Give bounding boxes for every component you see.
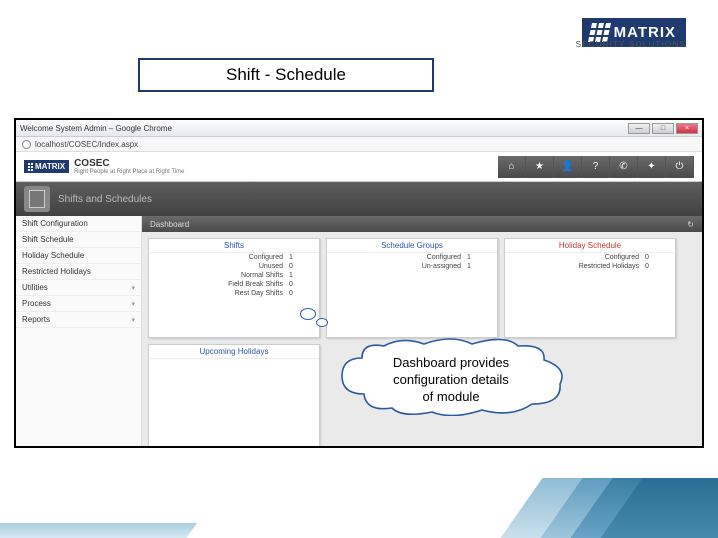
- power-icon[interactable]: ⏻: [666, 156, 694, 178]
- breadcrumb: Dashboard: [150, 220, 189, 229]
- app-brand-name: MATRIX: [35, 162, 65, 171]
- home-icon[interactable]: ⌂: [498, 156, 526, 178]
- stat-value: 1: [289, 272, 301, 279]
- sidebar-item-shift-configuration[interactable]: Shift Configuration: [16, 216, 141, 232]
- stat-value: 1: [289, 254, 301, 261]
- slide-title: Shift - Schedule: [138, 58, 434, 92]
- sidebar-item-holiday-schedule[interactable]: Holiday Schedule: [16, 248, 141, 264]
- panel-title: Shifts: [149, 239, 319, 253]
- panel-shifts: Shifts Configured1 Unused0 Normal Shifts…: [148, 238, 320, 338]
- stat-value: 0: [289, 281, 301, 288]
- sidebar-item-shift-schedule[interactable]: Shift Schedule: [16, 232, 141, 248]
- stat-value: 1: [467, 254, 479, 261]
- callout-line: Dashboard provides: [332, 354, 570, 371]
- window-minimize-button[interactable]: —: [628, 123, 650, 134]
- bell-icon[interactable]: ✦: [638, 156, 666, 178]
- sidebar-item-label: Shift Schedule: [22, 235, 74, 244]
- header-toolbar: ⌂ ★ 👤 ? ✆ ✦ ⏻: [498, 156, 694, 178]
- stat-value: 1: [467, 263, 479, 270]
- window-titlebar: Welcome System Admin – Google Chrome — □…: [16, 120, 702, 137]
- sidebar-item-label: Utilities: [22, 283, 48, 292]
- panel-schedule-groups: Schedule Groups Configured1 Un-assigned1: [326, 238, 498, 338]
- panel-title: Schedule Groups: [327, 239, 497, 253]
- callout-line: of module: [332, 388, 570, 405]
- decorative-stripe-bottom-right: [438, 478, 718, 538]
- stat-value: 0: [289, 290, 301, 297]
- brand-tagline: SECURITY SOLUTIONS: [576, 40, 686, 49]
- sidebar-item-label: Holiday Schedule: [22, 251, 84, 260]
- callout-bubble: [316, 318, 328, 327]
- sidebar-item-label: Process: [22, 299, 51, 308]
- app-logo: MATRIX: [24, 160, 69, 173]
- callout-line: configuration details: [332, 371, 570, 388]
- stat-label: Field Break Shifts: [179, 281, 289, 288]
- decorative-stripe-top-left: [0, 0, 220, 40]
- stat-label: Restricted Holidays: [535, 263, 645, 270]
- product-slogan: Right People at Right Place at Right Tim…: [74, 169, 184, 175]
- window-title: Welcome System Admin – Google Chrome: [20, 124, 172, 133]
- stat-label: Configured: [357, 254, 467, 261]
- breadcrumb-bar: Dashboard ↻: [142, 216, 702, 232]
- module-title: Shifts and Schedules: [58, 194, 152, 205]
- stat-label: Rest Day Shifts: [179, 290, 289, 297]
- sidebar-item-restricted-holidays[interactable]: Restricted Holidays: [16, 264, 141, 280]
- app-header: MATRIX COSEC Right People at Right Place…: [16, 152, 702, 182]
- phone-icon[interactable]: ✆: [610, 156, 638, 178]
- window-close-button[interactable]: ×: [676, 123, 698, 134]
- panel-upcoming-holidays: Upcoming Holidays: [148, 344, 320, 448]
- user-icon[interactable]: 👤: [554, 156, 582, 178]
- sidebar-item-process[interactable]: Process ▾: [16, 296, 141, 312]
- stat-label: Configured: [179, 254, 289, 261]
- callout-bubble: [300, 308, 316, 320]
- sidebar: Shift Configuration Shift Schedule Holid…: [16, 216, 142, 446]
- stat-label: Unused: [179, 263, 289, 270]
- panel-title: Upcoming Holidays: [149, 345, 319, 359]
- star-icon[interactable]: ★: [526, 156, 554, 178]
- stat-label: Configured: [535, 254, 645, 261]
- panel-holiday-schedule: Holiday Schedule Configured0 Restricted …: [504, 238, 676, 338]
- sidebar-item-label: Reports: [22, 315, 50, 324]
- chevron-down-icon: ▾: [131, 284, 135, 292]
- callout-cloud: Dashboard provides configuration details…: [332, 338, 570, 416]
- chevron-down-icon: ▾: [131, 316, 135, 324]
- refresh-icon[interactable]: ↻: [687, 220, 694, 229]
- sidebar-item-label: Shift Configuration: [22, 219, 88, 228]
- stat-value: 0: [645, 263, 657, 270]
- globe-icon: [22, 140, 31, 149]
- sidebar-item-reports[interactable]: Reports ▾: [16, 312, 141, 328]
- stat-value: 0: [645, 254, 657, 261]
- brand-name: MATRIX: [614, 24, 676, 41]
- window-maximize-button[interactable]: □: [652, 123, 674, 134]
- sidebar-item-utilities[interactable]: Utilities ▾: [16, 280, 141, 296]
- panel-title: Holiday Schedule: [505, 239, 675, 253]
- chevron-down-icon: ▾: [131, 300, 135, 308]
- stat-label: Un-assigned: [357, 263, 467, 270]
- stat-label: Normal Shifts: [179, 272, 289, 279]
- address-bar[interactable]: localhost/COSEC/Index.aspx: [16, 137, 702, 152]
- module-icon: [24, 186, 50, 212]
- decorative-stripe-bottom-left: [0, 508, 200, 538]
- url-text: localhost/COSEC/Index.aspx: [35, 140, 138, 149]
- product-name: COSEC: [74, 158, 184, 169]
- stat-value: 0: [289, 263, 301, 270]
- module-bar: Shifts and Schedules: [16, 182, 702, 216]
- help-icon[interactable]: ?: [582, 156, 610, 178]
- sidebar-item-label: Restricted Holidays: [22, 267, 91, 276]
